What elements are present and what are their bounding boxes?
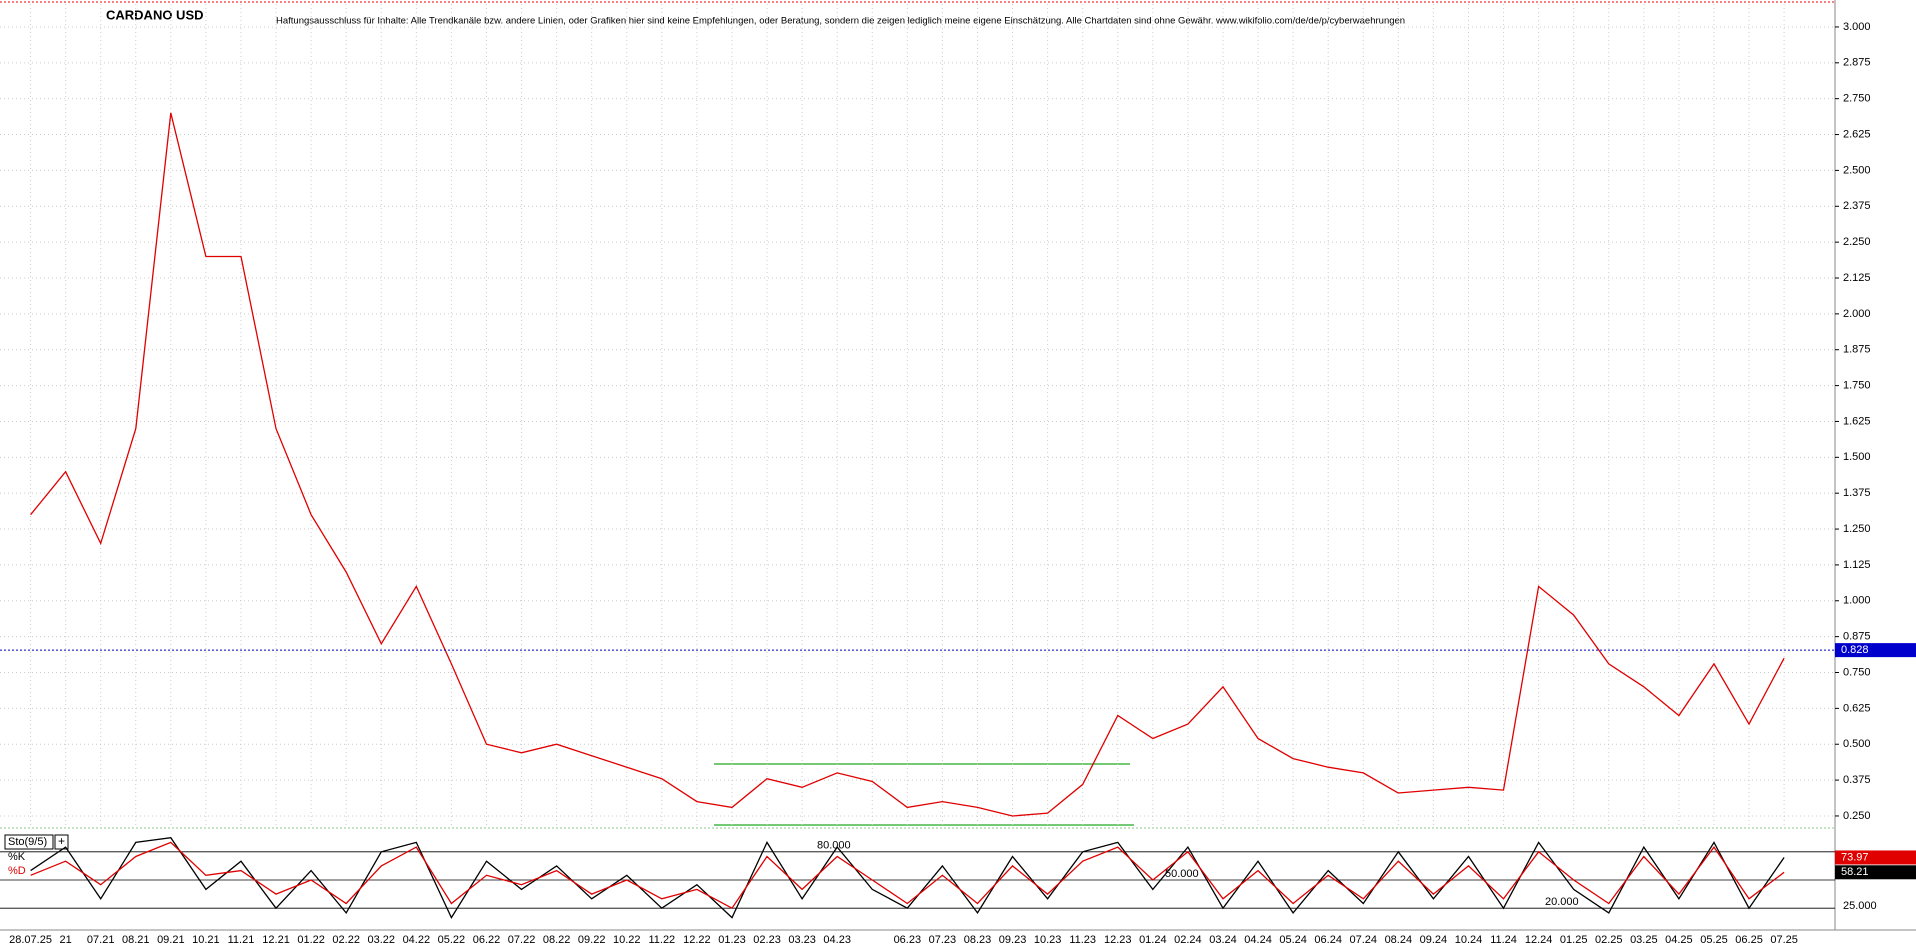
x-tick-label: 01.23 bbox=[718, 934, 746, 946]
x-tick-label: 05.22 bbox=[438, 934, 466, 946]
y-tick-label: 2.375 bbox=[1843, 200, 1871, 212]
x-tick-label: 04.25 bbox=[1665, 934, 1693, 946]
x-tick-label: 08.23 bbox=[964, 934, 992, 946]
x-tick-label: 03.25 bbox=[1630, 934, 1658, 946]
y-tick-label: 1.000 bbox=[1843, 595, 1871, 607]
x-tick-label: 21 bbox=[59, 934, 71, 946]
last-price-box bbox=[1835, 643, 1916, 658]
x-tick-label: 10.24 bbox=[1455, 934, 1483, 946]
x-tick-label: 11.24 bbox=[1490, 934, 1517, 946]
expand-button[interactable] bbox=[54, 834, 69, 850]
x-tick-label: 02.24 bbox=[1174, 934, 1202, 946]
x-tick-label: 02.23 bbox=[753, 934, 781, 946]
last-price-label: 0.828 bbox=[1841, 644, 1869, 656]
y-tick-label: 1.875 bbox=[1843, 344, 1871, 356]
x-tick-label: 03.22 bbox=[367, 934, 395, 946]
x-tick-label: 07.22 bbox=[508, 934, 536, 946]
sto-value-label: 73.97 bbox=[1841, 851, 1869, 863]
x-tick-label: 09.24 bbox=[1420, 934, 1448, 946]
x-tick-label: 08.24 bbox=[1385, 934, 1413, 946]
x-tick-label: 12.21 bbox=[262, 934, 290, 946]
x-tick-label: 04.22 bbox=[403, 934, 431, 946]
sto-value-box bbox=[1835, 865, 1916, 880]
y-tick-label: 0.875 bbox=[1843, 631, 1871, 643]
x-tick-label: 09.23 bbox=[999, 934, 1027, 946]
x-tick-label: 12.22 bbox=[683, 934, 711, 946]
sto-level-label: 50.000 bbox=[1165, 868, 1199, 880]
sto-value-label: 58.21 bbox=[1841, 866, 1869, 878]
subtitle: Haftungsausschluss für Inhalte: Alle Tre… bbox=[276, 16, 1405, 27]
legend-label: %D bbox=[8, 865, 26, 877]
y-tick-label: 2.250 bbox=[1843, 236, 1871, 248]
y-tick-label: 0.375 bbox=[1843, 774, 1871, 786]
x-tick-label: 06.24 bbox=[1314, 934, 1342, 946]
x-tick-label: 05.25 bbox=[1700, 934, 1728, 946]
y-tick-label: 2.750 bbox=[1843, 93, 1871, 105]
x-tick-label: 01.22 bbox=[297, 934, 325, 946]
x-tick-label: 06.22 bbox=[473, 934, 501, 946]
x-tick-label: 01.25 bbox=[1560, 934, 1588, 946]
x-tick-label: 04.23 bbox=[823, 934, 851, 946]
x-tick-label: 10.22 bbox=[613, 934, 641, 946]
sto-line bbox=[30, 841, 1785, 910]
y-tick-label: 0.625 bbox=[1843, 702, 1871, 714]
x-tick-label: 09.21 bbox=[157, 934, 185, 946]
x-tick-label: 06.23 bbox=[894, 934, 922, 946]
sto-level-label: 20.000 bbox=[1545, 896, 1579, 908]
x-tick-label: 12.24 bbox=[1525, 934, 1553, 946]
x-tick-label: 03.24 bbox=[1209, 934, 1237, 946]
x-tick-label: 04.24 bbox=[1244, 934, 1272, 946]
y-tick-label: 1.625 bbox=[1843, 415, 1871, 427]
y-tick-label: 0.250 bbox=[1843, 810, 1871, 822]
sto-title-box bbox=[4, 834, 54, 850]
x-tick-label: 05.24 bbox=[1279, 934, 1307, 946]
x-tick-label: 07.25 bbox=[1770, 934, 1798, 946]
y-tick-label: 1.500 bbox=[1843, 451, 1871, 463]
sto-value-box bbox=[1835, 850, 1916, 865]
x-tick-label: 08.22 bbox=[543, 934, 571, 946]
y-tick-label: 2.500 bbox=[1843, 164, 1871, 176]
sto-level-label: 80.000 bbox=[817, 840, 851, 852]
x-tick-label: 10.23 bbox=[1034, 934, 1062, 946]
x-tick-label: 03.23 bbox=[788, 934, 816, 946]
x-tick-label: 11.21 bbox=[228, 934, 255, 946]
x-tick-label: 01.24 bbox=[1139, 934, 1167, 946]
expand-icon: + bbox=[58, 834, 65, 848]
x-tick-label: 10.21 bbox=[192, 934, 220, 946]
y-tick-label: 1.125 bbox=[1843, 559, 1871, 571]
sto-right-label: 25.000 bbox=[1843, 900, 1877, 912]
y-tick-label: 0.750 bbox=[1843, 666, 1871, 678]
y-tick-label: 3.000 bbox=[1843, 21, 1871, 33]
y-tick-label: 2.875 bbox=[1843, 57, 1871, 69]
y-tick-label: 2.000 bbox=[1843, 308, 1871, 320]
x-tick-label: 08.21 bbox=[122, 934, 150, 946]
y-tick-label: 2.125 bbox=[1843, 272, 1871, 284]
sto-title: Sto(9/5) bbox=[8, 836, 47, 848]
x-tick-label: 28.07.25 bbox=[9, 934, 52, 946]
x-tick-label: 06.25 bbox=[1735, 934, 1763, 946]
y-tick-label: 2.625 bbox=[1843, 128, 1871, 140]
x-tick-label: 11.23 bbox=[1069, 934, 1096, 946]
y-tick-label: 1.750 bbox=[1843, 379, 1871, 391]
x-tick-label: 09.22 bbox=[578, 934, 606, 946]
x-tick-label: 07.23 bbox=[929, 934, 957, 946]
y-tick-label: 1.250 bbox=[1843, 523, 1871, 535]
y-tick-label: 0.500 bbox=[1843, 738, 1871, 750]
sto-line bbox=[30, 837, 1785, 919]
x-tick-label: 02.22 bbox=[332, 934, 360, 946]
x-tick-label: 02.25 bbox=[1595, 934, 1623, 946]
legend-label: %K bbox=[8, 851, 26, 863]
price-line bbox=[30, 112, 1785, 817]
x-tick-label: 11.22 bbox=[648, 934, 675, 946]
x-tick-label: 07.24 bbox=[1349, 934, 1377, 946]
x-tick-label: 12.23 bbox=[1104, 934, 1132, 946]
chart-title: CARDANO USD bbox=[106, 7, 204, 22]
y-tick-label: 1.375 bbox=[1843, 487, 1871, 499]
x-tick-label: 07.21 bbox=[87, 934, 115, 946]
